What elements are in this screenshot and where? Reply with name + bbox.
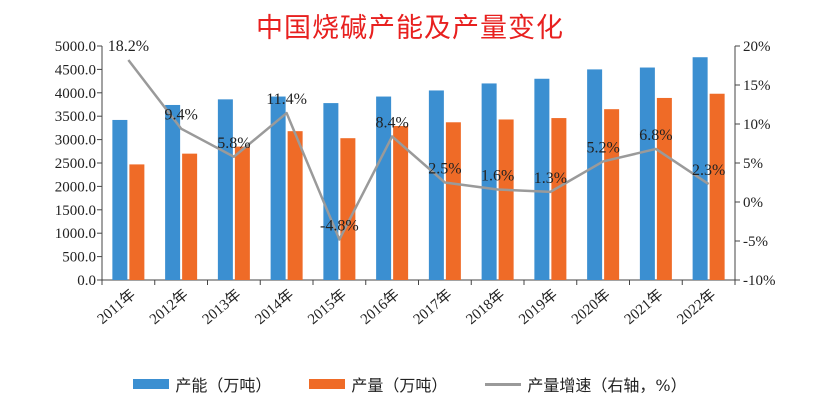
bar-capacity bbox=[323, 103, 339, 280]
growth-data-label: -4.8% bbox=[320, 217, 359, 234]
bar-output bbox=[498, 119, 514, 280]
x-tick-label: 2015年 bbox=[305, 286, 350, 328]
bar-output bbox=[656, 97, 672, 280]
x-tick-label: 2011年 bbox=[94, 286, 139, 328]
bar-capacity bbox=[112, 119, 128, 280]
bar-output bbox=[340, 138, 356, 280]
x-tick-label: 2018年 bbox=[463, 286, 508, 328]
right-tick-label: 15% bbox=[743, 78, 771, 94]
bar-output bbox=[445, 122, 461, 280]
legend-swatch-growth bbox=[485, 382, 522, 386]
x-tick-label: 2020年 bbox=[568, 286, 613, 328]
growth-data-label: 8.4% bbox=[375, 114, 408, 131]
x-tick-label: 2017年 bbox=[410, 286, 455, 328]
bar-capacity bbox=[534, 78, 550, 280]
left-tick-label: 5000.0 bbox=[55, 39, 96, 55]
bar-output bbox=[604, 109, 620, 281]
left-tick-label: 2500.0 bbox=[55, 156, 96, 172]
growth-data-label: 5.2% bbox=[586, 139, 619, 156]
x-tick-label: 2012年 bbox=[146, 286, 191, 328]
left-tick-label: 0.0 bbox=[77, 273, 96, 289]
growth-data-label: 18.2% bbox=[108, 38, 149, 55]
right-tick-label: 0% bbox=[743, 195, 763, 211]
right-tick-label: 20% bbox=[743, 39, 771, 55]
left-tick-label: 1500.0 bbox=[55, 203, 96, 219]
bar-capacity bbox=[481, 83, 497, 280]
bar-capacity bbox=[692, 57, 708, 281]
legend-swatch-capacity bbox=[133, 379, 170, 389]
bar-capacity bbox=[165, 104, 181, 280]
bar-output bbox=[551, 118, 567, 281]
legend-item-growth: 产量增速（右轴，%） bbox=[485, 372, 687, 396]
growth-data-label: 1.6% bbox=[481, 168, 514, 185]
left-tick-label: 3500.0 bbox=[55, 109, 96, 125]
chart-legend: 产能（万吨） 产量（万吨） 产量增速（右轴，%） bbox=[0, 372, 820, 396]
bar-output bbox=[393, 126, 409, 280]
left-tick-label: 1000.0 bbox=[55, 226, 96, 242]
growth-data-label: 5.8% bbox=[217, 135, 250, 152]
right-tick-label: -10% bbox=[743, 273, 776, 289]
legend-label-growth: 产量增速（右轴，%） bbox=[527, 376, 687, 395]
legend-item-capacity: 产能（万吨） bbox=[133, 372, 271, 396]
bar-output bbox=[709, 93, 725, 281]
growth-data-label: 11.4% bbox=[266, 91, 307, 108]
legend-item-output: 产量（万吨） bbox=[309, 372, 447, 396]
bar-capacity bbox=[639, 67, 655, 280]
chart-title: 中国烧碱产能及产量变化 bbox=[256, 13, 564, 44]
bar-capacity bbox=[217, 99, 233, 281]
bar-capacity bbox=[587, 69, 603, 281]
bar-capacity bbox=[428, 90, 444, 281]
x-tick-label: 2022年 bbox=[674, 286, 719, 328]
bar-output bbox=[287, 131, 303, 280]
growth-data-label: 1.3% bbox=[534, 170, 567, 187]
right-tick-label: 10% bbox=[743, 117, 771, 133]
growth-data-label: 6.8% bbox=[639, 127, 672, 144]
left-tick-label: 4000.0 bbox=[55, 86, 96, 102]
bar-output bbox=[129, 164, 145, 280]
legend-label-capacity: 产能（万吨） bbox=[175, 376, 272, 395]
legend-swatch-output bbox=[309, 379, 346, 389]
x-tick-label: 2016年 bbox=[357, 286, 402, 328]
x-tick-label: 2014年 bbox=[252, 286, 297, 328]
bar-output bbox=[234, 146, 250, 280]
growth-data-label: 9.4% bbox=[164, 107, 197, 124]
growth-data-label: 2.5% bbox=[428, 161, 461, 178]
right-tick-label: -5% bbox=[743, 234, 768, 250]
x-tick-label: 2013年 bbox=[199, 286, 244, 328]
bar-capacity bbox=[270, 96, 286, 280]
x-tick-label: 2019年 bbox=[516, 286, 561, 328]
x-tick-label: 2021年 bbox=[621, 286, 666, 328]
left-tick-label: 4500.0 bbox=[55, 62, 96, 78]
left-tick-label: 500.0 bbox=[62, 250, 96, 266]
growth-data-label: 2.3% bbox=[692, 162, 725, 179]
growth-line bbox=[127, 59, 710, 241]
bar-output bbox=[182, 153, 198, 280]
left-tick-label: 2000.0 bbox=[55, 179, 96, 195]
left-tick-label: 3000.0 bbox=[55, 133, 96, 149]
legend-label-output: 产量（万吨） bbox=[351, 376, 448, 395]
right-tick-label: 5% bbox=[743, 156, 763, 172]
bar-capacity bbox=[376, 96, 392, 280]
